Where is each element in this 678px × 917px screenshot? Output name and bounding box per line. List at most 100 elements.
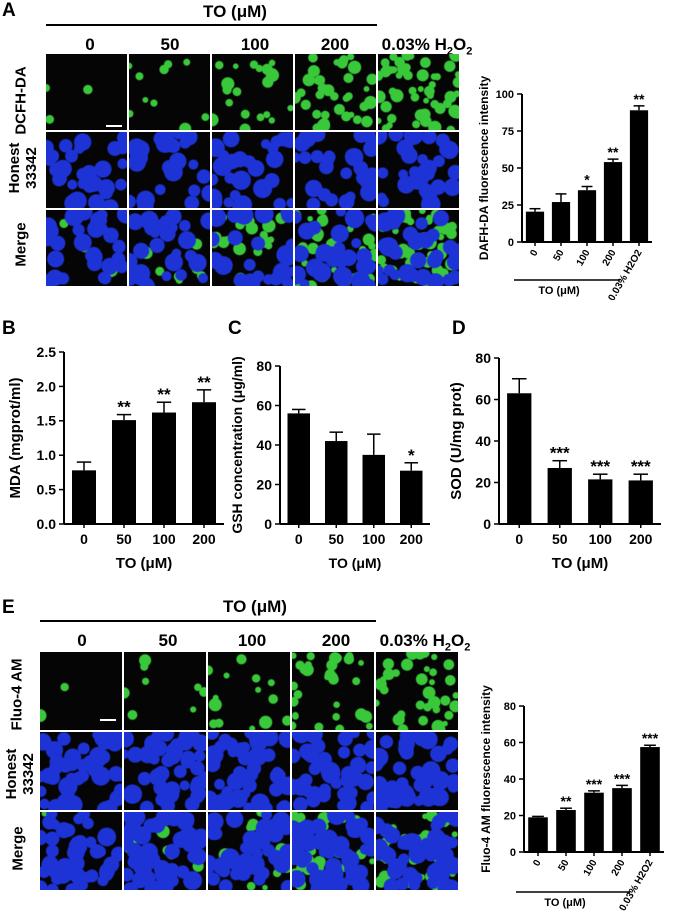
bar [628,480,653,524]
y-axis-label: GSH concentration (μg/ml) [230,356,245,533]
micrograph-tile [295,210,376,286]
y-axis-label: Fluo-4 AM fluorescence intensity [479,685,493,873]
micrograph-tile [46,54,127,130]
micrograph-tile [376,812,458,890]
y-tick-label: 80 [475,350,491,366]
y-tick-label: 40 [504,774,516,786]
y-tick-label: 40 [256,437,272,453]
significance-mark: ** [197,373,211,392]
micrograph-tile [378,54,459,130]
micrograph-tile [376,652,458,730]
panel-c-bar-chart: 0 20 40 60 80 0 50 100 * 200 GSH concentration (μg… [230,356,430,571]
bar [400,470,423,524]
significance-mark: *** [550,444,570,463]
panel-letter-d: D [452,318,466,339]
micrograph-tile [212,132,293,208]
bar [588,479,613,524]
panel-e-row-merge: Merge [9,826,27,871]
panel-e-micrograph-grid [40,652,460,892]
micrograph-tile [46,132,127,208]
micrograph-tile [292,652,374,730]
panel-a-col-50: 50 [160,35,180,54]
x-tick-label: 100 [589,531,613,547]
x-tick-label: 0 [528,248,541,259]
micrograph-tile [124,652,206,730]
y-tick-label: 2.0 [37,378,57,394]
significance-mark: * [584,172,590,188]
bar [362,454,385,524]
bar [287,413,310,524]
y-tick-label: 20 [504,810,516,822]
micrograph-tile [378,210,459,286]
y-tick-label: 0 [508,237,514,249]
x-tick-label: 50 [328,531,344,547]
panel-letter-a: A [2,0,16,21]
micrograph-tile [46,210,127,286]
x-axis-label: TO (μM) [116,555,172,572]
y-tick-label: 40 [475,433,491,449]
x-tick-label: 50 [552,531,568,547]
significance-mark: ** [117,398,131,417]
bar [192,402,216,524]
x-tick-label: 50 [116,531,132,547]
panel-a-micrograph-grid [46,54,462,287]
x-axis-label: TO (μM) [552,555,608,572]
x-tick-label: 200 [192,531,216,547]
y-axis-label: SOD (U/mg prot) [448,382,465,500]
bar [525,211,545,242]
significance-mark: * [408,446,415,465]
micrograph-tile [40,732,122,810]
bar [640,747,660,852]
x-axis-label: TO (μM) [538,285,580,297]
micrograph-tile [129,210,210,286]
significance-mark: *** [642,730,659,746]
significance-mark: *** [614,770,631,786]
micrograph-tile [295,54,376,130]
bar [612,788,632,852]
panel-e-col-100: 100 [237,631,267,650]
micrograph-tile [40,812,122,890]
y-tick-label: 50 [502,163,514,175]
y-tick-label: 60 [256,397,272,413]
y-axis-label: MDA (mgprot/ml) [7,377,24,498]
x-tick-label: 100 [152,531,176,547]
bar [152,412,176,524]
x-tick-label: 200 [610,858,628,878]
bar [112,420,136,524]
bar [325,441,348,524]
y-tick-label: 0 [264,516,272,532]
panel-e-group-line [40,620,376,622]
x-tick-label: 100 [575,248,593,268]
bar [556,810,576,852]
y-tick-label: 25 [502,200,514,212]
scale-bar [100,719,116,721]
panel-e-col-0: 0 [77,631,87,650]
micrograph-tile [208,812,290,890]
y-tick-label: 20 [256,476,272,492]
micrograph-tile [295,132,376,208]
panel-e-col-200: 200 [321,631,351,650]
panel-a-col-h2o2: 0.03% H2O2 [381,35,473,58]
panel-a-group-label: TO (μM) [203,2,267,21]
bar [584,792,604,852]
bar [528,817,548,852]
significance-mark: *** [631,457,651,476]
x-tick-label: 200 [629,531,653,547]
panel-letter-e: E [2,597,15,618]
y-tick-label: 20 [475,474,491,490]
panel-a-row-merge: Merge [12,222,30,267]
y-tick-label: 0.5 [37,482,57,498]
bar [629,110,649,242]
significance-mark: ** [157,385,171,404]
bar [507,393,532,524]
panel-e-col-50: 50 [158,631,178,650]
y-tick-label: 0.0 [37,516,57,532]
bar [603,162,623,242]
y-tick-label: 60 [504,737,516,749]
micrograph-tile [212,54,293,130]
micrograph-tile [378,132,459,208]
significance-mark: *** [586,776,603,792]
y-tick-label: 1.0 [37,447,57,463]
y-tick-label: 0 [510,847,516,859]
